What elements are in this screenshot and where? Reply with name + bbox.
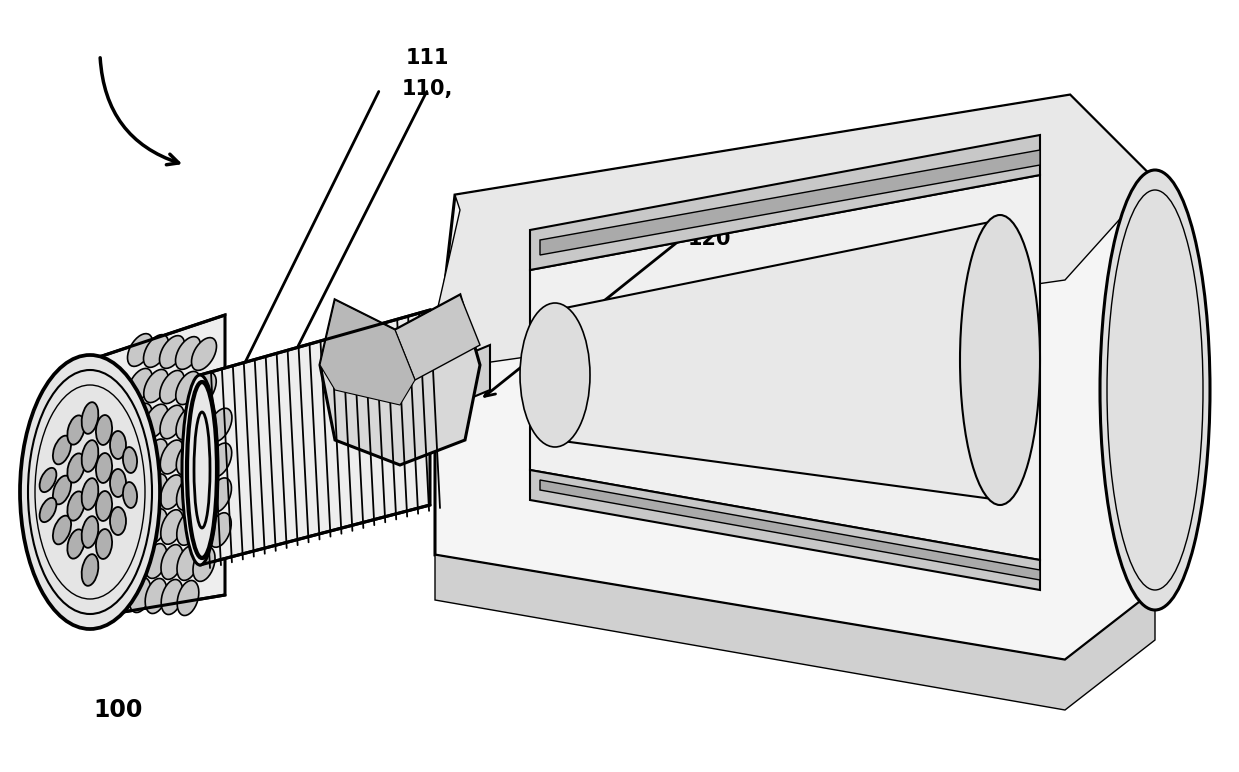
Ellipse shape: [95, 529, 112, 559]
Ellipse shape: [161, 544, 183, 580]
Ellipse shape: [177, 546, 199, 581]
Ellipse shape: [176, 371, 201, 405]
Polygon shape: [430, 345, 489, 415]
Ellipse shape: [129, 543, 151, 577]
Ellipse shape: [129, 473, 151, 507]
Ellipse shape: [145, 578, 167, 614]
Text: 111: 111: [405, 48, 450, 68]
Ellipse shape: [192, 337, 217, 371]
Ellipse shape: [67, 453, 84, 482]
Ellipse shape: [110, 507, 126, 535]
Ellipse shape: [53, 476, 71, 504]
Polygon shape: [199, 310, 430, 565]
Ellipse shape: [145, 474, 167, 508]
Polygon shape: [320, 295, 479, 465]
Ellipse shape: [1100, 170, 1211, 610]
Ellipse shape: [123, 482, 138, 508]
Ellipse shape: [160, 440, 183, 474]
Ellipse shape: [82, 516, 98, 548]
Polygon shape: [555, 220, 1000, 500]
Ellipse shape: [176, 337, 201, 369]
Ellipse shape: [82, 554, 98, 586]
Ellipse shape: [161, 475, 183, 509]
Ellipse shape: [176, 441, 199, 475]
Ellipse shape: [82, 402, 98, 434]
Ellipse shape: [192, 408, 216, 441]
Ellipse shape: [177, 581, 198, 615]
Polygon shape: [435, 95, 1155, 660]
Polygon shape: [530, 175, 1040, 560]
Ellipse shape: [129, 438, 151, 472]
Polygon shape: [435, 555, 1155, 710]
Ellipse shape: [192, 372, 217, 405]
Ellipse shape: [129, 577, 151, 612]
Ellipse shape: [82, 478, 98, 510]
Ellipse shape: [176, 406, 199, 440]
Ellipse shape: [182, 375, 218, 565]
Ellipse shape: [144, 405, 169, 438]
Ellipse shape: [67, 530, 84, 559]
Ellipse shape: [144, 334, 169, 367]
Polygon shape: [395, 295, 479, 380]
Ellipse shape: [160, 371, 185, 404]
Ellipse shape: [144, 439, 167, 473]
Polygon shape: [540, 150, 1040, 255]
Ellipse shape: [520, 303, 590, 447]
Ellipse shape: [40, 468, 57, 492]
Ellipse shape: [145, 543, 167, 578]
Ellipse shape: [128, 403, 152, 437]
Ellipse shape: [160, 405, 183, 438]
Ellipse shape: [110, 469, 126, 497]
Polygon shape: [530, 470, 1040, 590]
Ellipse shape: [160, 336, 185, 368]
Ellipse shape: [960, 215, 1040, 505]
Polygon shape: [540, 480, 1040, 580]
Text: 150: 150: [935, 310, 979, 330]
Ellipse shape: [128, 334, 152, 367]
Ellipse shape: [208, 513, 232, 547]
Ellipse shape: [145, 509, 167, 543]
Ellipse shape: [193, 512, 216, 547]
Ellipse shape: [129, 508, 151, 542]
Ellipse shape: [53, 435, 71, 465]
Text: 120: 120: [688, 229, 731, 249]
Ellipse shape: [67, 491, 84, 520]
Ellipse shape: [53, 516, 71, 544]
Ellipse shape: [95, 453, 112, 483]
Ellipse shape: [192, 442, 216, 476]
Ellipse shape: [67, 415, 84, 445]
Ellipse shape: [177, 511, 199, 545]
Ellipse shape: [123, 447, 138, 473]
Ellipse shape: [95, 491, 112, 521]
Polygon shape: [76, 315, 225, 620]
Text: 100: 100: [93, 698, 142, 723]
Ellipse shape: [193, 547, 216, 581]
Ellipse shape: [40, 498, 57, 522]
Polygon shape: [435, 95, 1155, 370]
Text: 110,: 110,: [401, 79, 453, 99]
Polygon shape: [530, 135, 1040, 270]
Ellipse shape: [20, 355, 160, 629]
Ellipse shape: [208, 408, 232, 442]
Ellipse shape: [208, 478, 232, 512]
Ellipse shape: [192, 477, 216, 511]
Ellipse shape: [95, 415, 112, 445]
Ellipse shape: [128, 368, 152, 401]
Ellipse shape: [110, 431, 126, 459]
Ellipse shape: [161, 580, 183, 615]
Ellipse shape: [176, 476, 199, 510]
Polygon shape: [320, 300, 415, 405]
Ellipse shape: [144, 370, 169, 402]
Ellipse shape: [208, 443, 232, 477]
Ellipse shape: [82, 440, 98, 472]
Ellipse shape: [161, 510, 183, 544]
